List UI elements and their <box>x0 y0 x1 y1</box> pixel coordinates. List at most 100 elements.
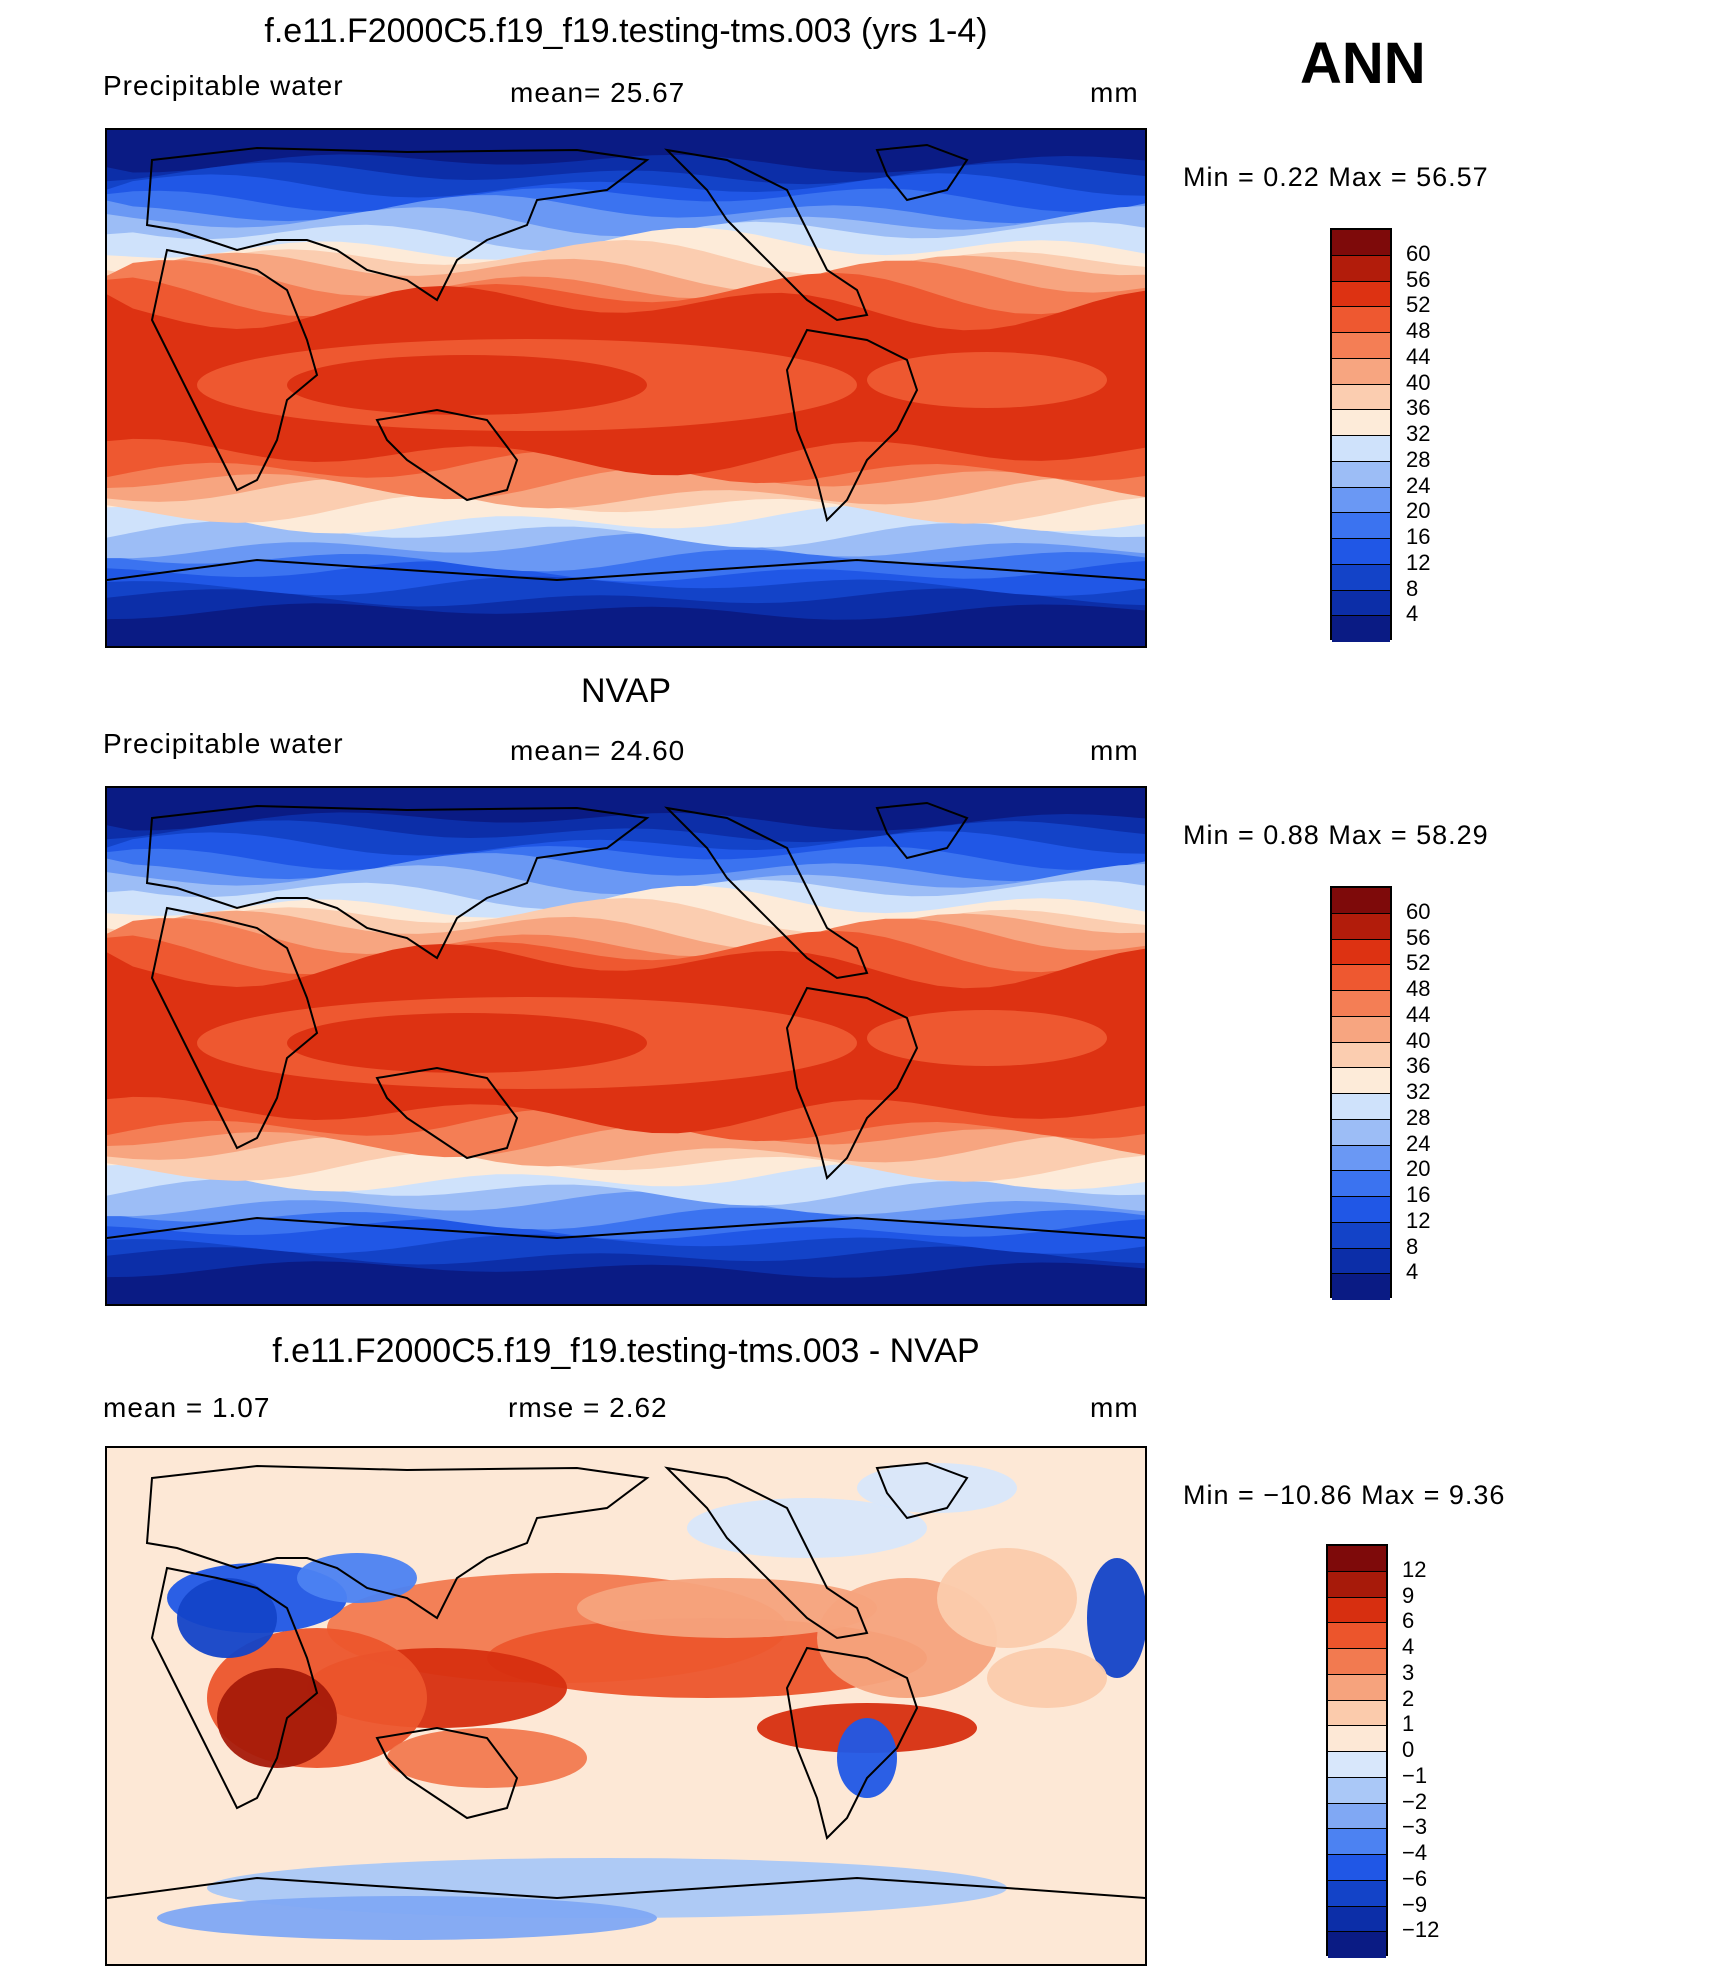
panel1-colorbar-label: 20 <box>1406 498 1431 524</box>
panel1-mean-label: mean= 25.67 <box>510 77 686 108</box>
panel3-colorbar-swatch-11 <box>1328 1649 1386 1675</box>
panel2-coastline-1 <box>150 906 319 1150</box>
panel3-colorbar-label: 4 <box>1402 1634 1415 1659</box>
panel2-mean-label: mean= 24.60 <box>510 735 686 766</box>
panel1-colorbar-swatch-7 <box>1332 436 1390 462</box>
panel2-colorbar-label: 52 <box>1406 950 1431 976</box>
panel2-colorbar-swatch-10 <box>1332 1016 1390 1043</box>
panel3-colorbar-label: 9 <box>1402 1582 1415 1608</box>
panel1-coastline-6 <box>107 558 1145 582</box>
panel1-colorbar-label: 40 <box>1406 369 1431 395</box>
panel3-region-4 <box>217 1668 337 1768</box>
panel1-colorbar-label: 52 <box>1406 292 1431 318</box>
panel3-coastline-1 <box>150 1566 319 1810</box>
panel2-title: NVAP <box>580 672 672 710</box>
panel1-contour-bands <box>107 130 1145 646</box>
panel2-colorbar-label: 44 <box>1406 1001 1431 1027</box>
panel1-colorbar-label: 28 <box>1406 446 1431 472</box>
panel3-map <box>105 1446 1147 1966</box>
panel2-colorbar-label: 8 <box>1406 1233 1419 1259</box>
panel1-colorbar-label: 8 <box>1406 575 1419 601</box>
panel3-colorbar-swatch-14 <box>1328 1571 1386 1598</box>
panel2-colorbar-swatch-13 <box>1332 939 1390 966</box>
panel3-coastline-0 <box>145 1464 650 1620</box>
panel3-colorbar-label: 1 <box>1402 1711 1415 1737</box>
panel3-colorbar-swatch-4 <box>1328 1829 1386 1855</box>
panel1-colorbar-label: 32 <box>1406 421 1431 446</box>
panel3-colorbar-label: −12 <box>1402 1917 1440 1943</box>
panel1-colorbar-swatch-10 <box>1332 358 1390 385</box>
panel2-coastline-6 <box>107 1216 1145 1240</box>
panel3-colorbar-swatch-8 <box>1328 1726 1386 1752</box>
panel2-contour-bands <box>107 788 1145 1304</box>
panel3-colorbar-swatch-9 <box>1328 1700 1386 1727</box>
panel3-coastline-4 <box>785 1646 919 1840</box>
panel3-region-14 <box>857 1463 1017 1513</box>
panel3-region-12 <box>1087 1558 1145 1678</box>
panel1-colorbar-swatch-2 <box>1332 564 1390 591</box>
panel2-colorbar-label: 36 <box>1406 1053 1431 1079</box>
panel2-colorbar-swatch-9 <box>1332 1042 1390 1069</box>
panel2-colorbar-swatch-5 <box>1332 1145 1390 1172</box>
panel2-coastline-3 <box>664 806 869 980</box>
panel3-colorbar-label: −9 <box>1402 1891 1428 1917</box>
panel2-coastlines <box>107 801 1145 1240</box>
panel3-colorbar-swatch-10 <box>1328 1674 1386 1701</box>
season-label: ANN <box>1300 31 1426 96</box>
panel3-region-11 <box>177 1578 277 1658</box>
panel2-colorbar-swatch-3 <box>1332 1197 1390 1223</box>
panel3-coastlines <box>107 1461 1145 1900</box>
panel3-colorbar-label: 0 <box>1402 1737 1415 1762</box>
panel1-coastlines <box>107 143 1145 582</box>
panel3-colorbar-label: −2 <box>1402 1788 1428 1814</box>
panel1-colorbar-swatch-12 <box>1332 307 1390 333</box>
panel3-coastline-5 <box>875 1461 969 1520</box>
panel1-colorbar-label: 24 <box>1406 472 1431 498</box>
panel2-colorbar-label: 48 <box>1406 976 1431 1001</box>
panel1-colorbar-swatch-3 <box>1332 539 1390 565</box>
panel1-colorbar-swatch-5 <box>1332 487 1390 514</box>
panel1-colorbar-swatch-13 <box>1332 281 1390 308</box>
panel2-colorbar-label: 4 <box>1406 1259 1419 1285</box>
panel2-colorbar-swatch-4 <box>1332 1171 1390 1197</box>
panel1-coastline-5 <box>875 143 969 202</box>
panel3-colorbar-swatch-3 <box>1328 1855 1386 1881</box>
panel1-variable-label: Precipitable water <box>103 70 344 101</box>
panel3-colorbar-swatch-15 <box>1328 1546 1386 1572</box>
panel3-colorbar-label: −6 <box>1402 1865 1428 1891</box>
panel3-region-16 <box>157 1896 657 1940</box>
panel1-coastline-3 <box>664 148 869 322</box>
panel3-region-13 <box>687 1498 927 1558</box>
panel3-region-17 <box>837 1718 897 1798</box>
panel2-coastline-5 <box>875 801 969 860</box>
panel3-colorbar-label: 2 <box>1402 1685 1415 1711</box>
panel2-colorbar-swatch-8 <box>1332 1068 1390 1094</box>
panel1-colorbar-swatch-11 <box>1332 333 1390 359</box>
panel3-title: f.e11.F2000C5.f19_f19.testing-tms.003 - … <box>272 1332 980 1370</box>
panel2-colorbar-swatch-6 <box>1332 1119 1390 1146</box>
panel1-units-label: mm <box>1090 77 1139 108</box>
panel3-minmax: Min = −10.86 Max = 9.36 <box>1183 1480 1506 1510</box>
panel1-coastline-4 <box>785 328 919 522</box>
panel1-field <box>107 130 1145 646</box>
panel1-colorbar-label: 48 <box>1406 318 1431 343</box>
panel3-coastline-6 <box>107 1876 1145 1900</box>
panel2-minmax: Min = 0.88 Max = 58.29 <box>1183 820 1489 850</box>
panel2-units-label: mm <box>1090 735 1139 766</box>
panel3-field <box>107 1448 1145 1964</box>
panel1-colorbar-label: 4 <box>1406 601 1419 627</box>
panel2-colorbar-swatch-0 <box>1332 1274 1390 1300</box>
panel1-coastline-0 <box>145 146 650 302</box>
panel3-colorbar-swatch-13 <box>1328 1597 1386 1624</box>
panel1-warm-core <box>287 355 647 415</box>
panel2-colorbar-swatch-7 <box>1332 1094 1390 1120</box>
panel3-units-label: mm <box>1090 1392 1139 1423</box>
panel2-colorbar-label: 12 <box>1406 1207 1431 1233</box>
panel3-colorbar-label: 12 <box>1402 1556 1427 1582</box>
panel1-colorbar-label: 56 <box>1406 266 1431 292</box>
panel2-colorbar-swatch-15 <box>1332 888 1390 914</box>
panel2-variable-label: Precipitable water <box>103 728 344 759</box>
panel1-atlantic-itcz <box>867 352 1107 408</box>
panel3-colorbar-swatch-6 <box>1328 1777 1386 1804</box>
panel3-colorbar-label: 3 <box>1402 1659 1415 1685</box>
